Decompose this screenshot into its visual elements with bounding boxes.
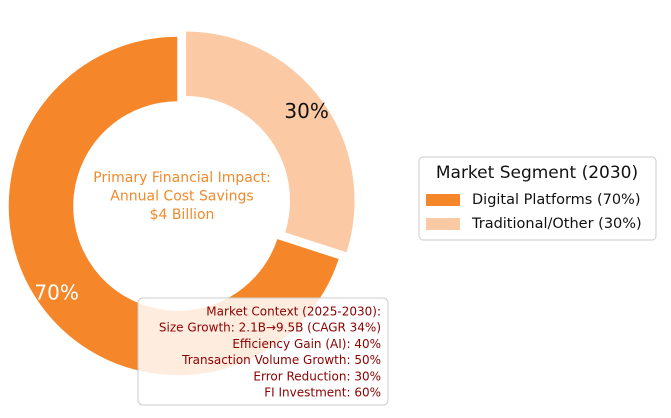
legend: Digital Platforms (70%) Traditional/Other…: [426, 192, 642, 232]
center-line: Primary Financial Impact:: [93, 170, 270, 186]
legend-title: Market Segment (2030): [436, 163, 638, 183]
annotation-line: Error Reduction: 30%: [253, 369, 381, 383]
center-line: Annual Cost Savings: [110, 189, 253, 205]
annotation-line: FI Investment: 60%: [264, 386, 381, 400]
donut-slice: [184, 29, 357, 255]
legend-swatch: [426, 194, 460, 206]
center-line: $4 Billion: [150, 207, 215, 223]
value-label: 70%: [34, 281, 78, 305]
annotation-line: Market Context (2025-2030):: [206, 305, 381, 319]
legend-box: [418, 156, 657, 241]
annotation-line: Transaction Volume Growth: 50%: [181, 353, 381, 367]
legend-swatch: [426, 218, 460, 230]
center-text: Primary Financial Impact: Annual Cost Sav…: [93, 170, 270, 223]
annotation-line: Size Growth: 2.1B→9.5B (CAGR 34%): [159, 321, 381, 335]
legend-label: Traditional/Other (30%): [471, 216, 642, 232]
annotation-box: [137, 297, 389, 406]
annotation: Market Context (2025-2030): Size Growth: …: [159, 305, 381, 400]
donut: 70% 30%: [7, 29, 357, 377]
legend-label: Digital Platforms (70%): [472, 192, 641, 208]
annotation-line: Efficiency Gain (AI): 40%: [232, 337, 381, 351]
value-label: 30%: [284, 99, 328, 123]
